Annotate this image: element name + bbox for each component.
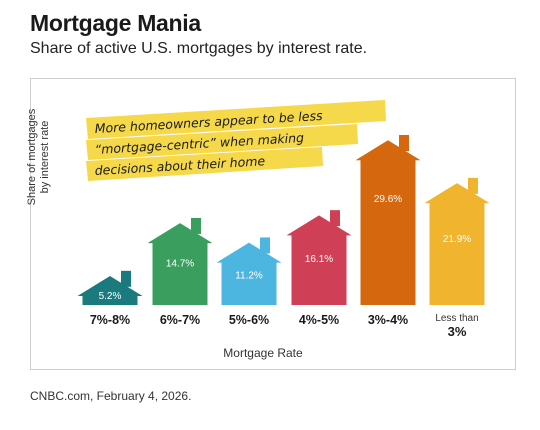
bar-chimney-5 [399, 134, 409, 151]
bar-4 [286, 215, 352, 305]
data-label-3: 11.2% [235, 271, 263, 282]
x-tick-label-2: 6%-7% [160, 313, 200, 327]
chart-subtitle: Share of active U.S. mortgages by intere… [30, 40, 368, 57]
bar-chimney-2 [191, 217, 201, 234]
x-tick-label-4: 4%-5% [299, 313, 339, 327]
chart-title: Mortgage Mania [30, 10, 201, 36]
bars-group: 5.2% 7%-8% 14.7% 6%-7% 11.2% 5%-6% 16.1% 4%-5% 2… [77, 134, 490, 360]
x-axis-label: Mortgage Rate [223, 346, 303, 360]
x-tick-label-6-line-2: 3% [448, 324, 467, 339]
bar-chimney-1 [121, 270, 131, 287]
bar-1 [77, 276, 143, 305]
annotation-callout: More homeowners appear to be less “mortg… [86, 100, 386, 181]
bar-3 [216, 242, 282, 305]
data-label-2: 14.7% [166, 259, 194, 270]
annotation-highlight-2 [86, 124, 358, 160]
x-tick-label-6-line-1: Less than [435, 313, 478, 324]
source-note: CNBC.com, February 4, 2026. [30, 389, 192, 403]
bar-2 [147, 223, 213, 305]
bar-chimney-6 [468, 177, 478, 194]
bar-chimney-3 [260, 237, 270, 254]
annotation-highlight-1 [86, 100, 386, 139]
data-label-4: 16.1% [305, 254, 333, 265]
x-tick-label-1: 7%-8% [90, 313, 130, 327]
annotation-highlight-3 [86, 147, 323, 181]
data-label-6: 21.9% [443, 234, 471, 245]
x-tick-label-3: 5%-6% [229, 313, 269, 327]
data-label-1: 5.2% [99, 291, 122, 302]
bar-chimney-4 [330, 210, 340, 227]
x-tick-label-5: 3%-4% [368, 313, 408, 327]
bar-5 [355, 140, 421, 305]
bar-6 [424, 183, 490, 305]
data-label-5: 29.6% [374, 194, 402, 205]
y-axis-label: Share of mortgages by interest rate [26, 108, 51, 206]
